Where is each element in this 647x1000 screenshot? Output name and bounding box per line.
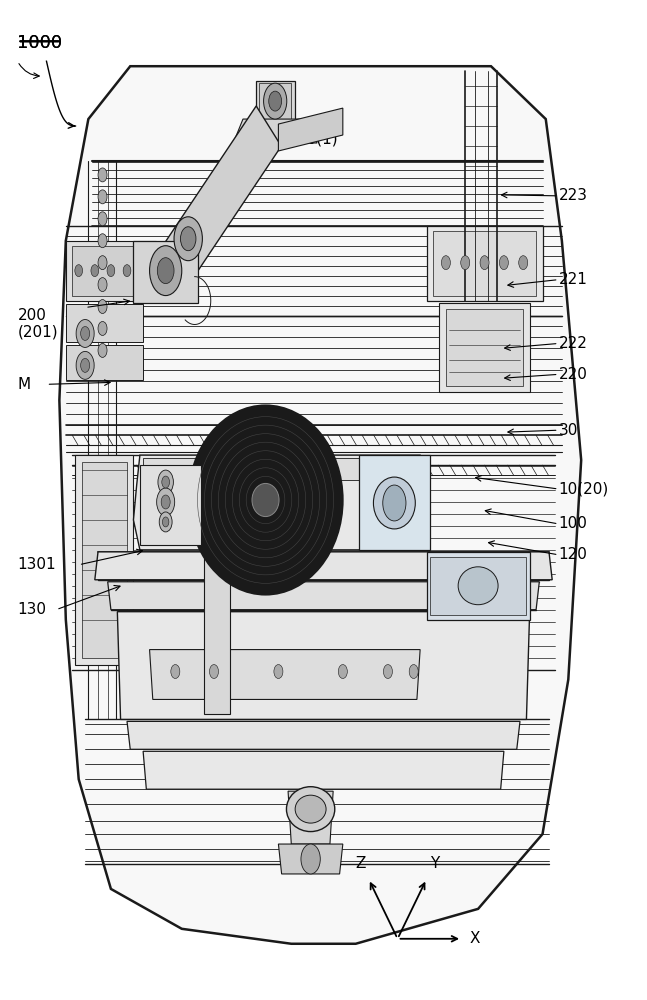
Polygon shape (278, 108, 343, 151)
Text: 100: 100 (558, 516, 587, 531)
Circle shape (107, 265, 115, 277)
Circle shape (75, 265, 83, 277)
Circle shape (98, 190, 107, 204)
Polygon shape (160, 106, 281, 291)
Text: 1000: 1000 (17, 34, 63, 52)
Polygon shape (133, 455, 430, 550)
Polygon shape (259, 83, 291, 119)
Polygon shape (288, 791, 333, 844)
Text: 30: 30 (558, 423, 578, 438)
Polygon shape (439, 303, 530, 392)
Polygon shape (95, 552, 552, 580)
Polygon shape (234, 119, 317, 143)
Circle shape (98, 321, 107, 335)
Circle shape (158, 470, 173, 494)
Ellipse shape (188, 405, 343, 595)
Ellipse shape (287, 787, 334, 832)
Circle shape (301, 844, 320, 874)
Circle shape (181, 227, 196, 251)
Circle shape (519, 256, 528, 270)
Circle shape (123, 265, 131, 277)
Polygon shape (278, 844, 343, 874)
Polygon shape (127, 721, 520, 749)
Circle shape (269, 91, 281, 111)
Circle shape (162, 517, 169, 527)
Circle shape (98, 256, 107, 270)
Circle shape (157, 488, 175, 516)
Text: Z: Z (355, 856, 366, 871)
Polygon shape (107, 582, 540, 610)
Polygon shape (66, 304, 143, 342)
Circle shape (157, 258, 174, 284)
Circle shape (98, 300, 107, 314)
Circle shape (499, 256, 509, 270)
Ellipse shape (252, 483, 279, 517)
Text: 220: 220 (558, 367, 587, 382)
Polygon shape (60, 66, 581, 944)
Circle shape (76, 351, 94, 379)
Text: 10(20): 10(20) (558, 482, 609, 497)
Polygon shape (66, 345, 143, 380)
Circle shape (441, 256, 450, 270)
Text: Y: Y (430, 856, 439, 871)
Text: 222: 222 (558, 336, 587, 351)
Text: 1301: 1301 (17, 557, 56, 572)
Circle shape (91, 265, 98, 277)
Text: 223: 223 (558, 188, 587, 203)
Polygon shape (143, 751, 504, 789)
Circle shape (98, 212, 107, 226)
Circle shape (174, 217, 203, 261)
Circle shape (76, 320, 94, 347)
Circle shape (81, 326, 90, 340)
Polygon shape (133, 241, 198, 303)
Polygon shape (143, 458, 417, 480)
Polygon shape (446, 309, 523, 386)
Circle shape (98, 168, 107, 182)
Polygon shape (66, 241, 156, 301)
Circle shape (98, 343, 107, 357)
Ellipse shape (295, 795, 326, 823)
Polygon shape (359, 455, 430, 550)
Circle shape (159, 512, 172, 532)
Polygon shape (149, 650, 420, 699)
Text: 1000: 1000 (17, 34, 63, 52)
Text: 130: 130 (17, 602, 47, 617)
Circle shape (161, 495, 170, 509)
Circle shape (409, 665, 418, 679)
Polygon shape (433, 231, 536, 296)
Text: M: M (17, 377, 30, 392)
Polygon shape (426, 226, 543, 301)
Polygon shape (430, 557, 527, 615)
Text: X: X (470, 931, 480, 946)
Circle shape (338, 665, 347, 679)
Text: 200
(201): 200 (201) (17, 308, 58, 340)
Circle shape (149, 246, 182, 296)
Text: 221: 221 (558, 272, 587, 287)
Circle shape (263, 83, 287, 119)
Polygon shape (82, 462, 127, 658)
Circle shape (274, 665, 283, 679)
Polygon shape (426, 552, 530, 620)
Circle shape (98, 234, 107, 248)
Ellipse shape (373, 477, 415, 529)
Circle shape (98, 278, 107, 292)
Text: 120: 120 (558, 547, 587, 562)
Polygon shape (140, 465, 201, 545)
Circle shape (461, 256, 470, 270)
Text: 20(1): 20(1) (298, 132, 338, 147)
Polygon shape (76, 455, 133, 665)
Polygon shape (204, 550, 230, 714)
Polygon shape (117, 612, 530, 719)
Circle shape (383, 485, 406, 521)
Circle shape (81, 358, 90, 372)
Circle shape (171, 665, 180, 679)
Polygon shape (72, 246, 149, 296)
Circle shape (480, 256, 489, 270)
Circle shape (162, 476, 170, 488)
Circle shape (384, 665, 393, 679)
Circle shape (210, 665, 219, 679)
Ellipse shape (458, 567, 498, 605)
Polygon shape (256, 81, 294, 121)
